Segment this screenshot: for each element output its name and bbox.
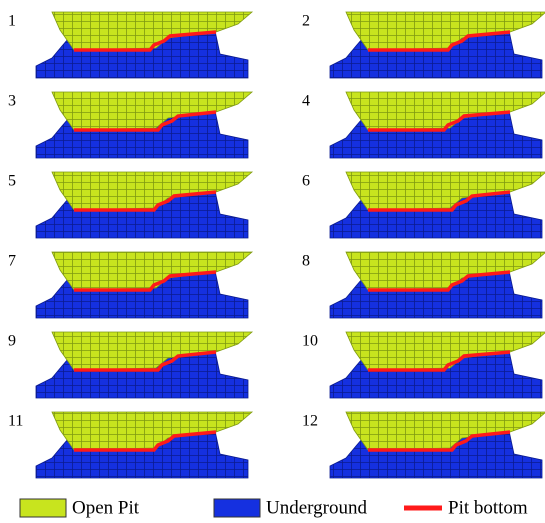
panel: 6 — [302, 171, 545, 239]
panel: 10 — [302, 331, 545, 399]
panel: 12 — [302, 411, 545, 479]
pit-bottom-line — [368, 30, 511, 52]
pit-bottom-line — [74, 270, 217, 292]
panel-label: 3 — [8, 93, 16, 110]
pit-bottom-line — [368, 430, 511, 452]
panel: 2 — [302, 11, 545, 79]
panel: 4 — [302, 91, 545, 159]
legend-text: Underground — [266, 497, 367, 518]
panel-label: 8 — [302, 253, 310, 270]
open-pit-blocks — [51, 331, 254, 371]
legend-swatch — [213, 498, 261, 518]
legend: Open Pit Underground Pit bottom — [19, 497, 528, 518]
open-pit-blocks — [51, 251, 254, 291]
open-pit-blocks — [51, 411, 254, 451]
pit-bottom-line — [74, 430, 217, 452]
pit-bottom-line — [368, 110, 511, 132]
open-pit-blocks — [51, 171, 254, 211]
open-pit-blocks — [345, 251, 545, 291]
panel: 7 — [8, 251, 254, 319]
pit-bottom-line — [74, 350, 217, 372]
panel-label: 4 — [302, 93, 310, 110]
legend-text: Pit bottom — [448, 497, 528, 518]
panel-label: 9 — [8, 333, 16, 350]
pit-bottom-line — [74, 30, 217, 52]
panel: 9 — [8, 331, 254, 399]
panel-label: 5 — [8, 173, 16, 190]
panel-label: 12 — [302, 413, 318, 430]
panel-label: 10 — [302, 333, 318, 350]
panel: 3 — [8, 91, 254, 159]
pit-bottom-line — [368, 270, 511, 292]
pit-bottom-line — [74, 190, 217, 212]
panel: 8 — [302, 251, 545, 319]
panel: 5 — [8, 171, 254, 239]
pit-bottom-line — [368, 190, 511, 212]
open-pit-blocks — [345, 171, 545, 211]
panel: 11 — [8, 411, 254, 479]
panel-label: 2 — [302, 13, 310, 30]
panel-label: 1 — [8, 13, 16, 30]
open-pit-blocks — [345, 11, 545, 51]
panel-label: 7 — [8, 253, 16, 270]
legend-text: Open Pit — [72, 497, 140, 518]
pit-bottom-line — [74, 110, 217, 132]
panel-label: 6 — [302, 173, 310, 190]
open-pit-blocks — [345, 91, 545, 131]
open-pit-blocks — [345, 411, 545, 451]
panel: 1 — [8, 11, 254, 79]
legend-swatch — [19, 498, 67, 518]
open-pit-blocks — [345, 331, 545, 371]
open-pit-blocks — [51, 11, 254, 51]
pit-bottom-line — [368, 350, 511, 372]
open-pit-blocks — [51, 91, 254, 131]
panel-label: 11 — [8, 413, 23, 430]
